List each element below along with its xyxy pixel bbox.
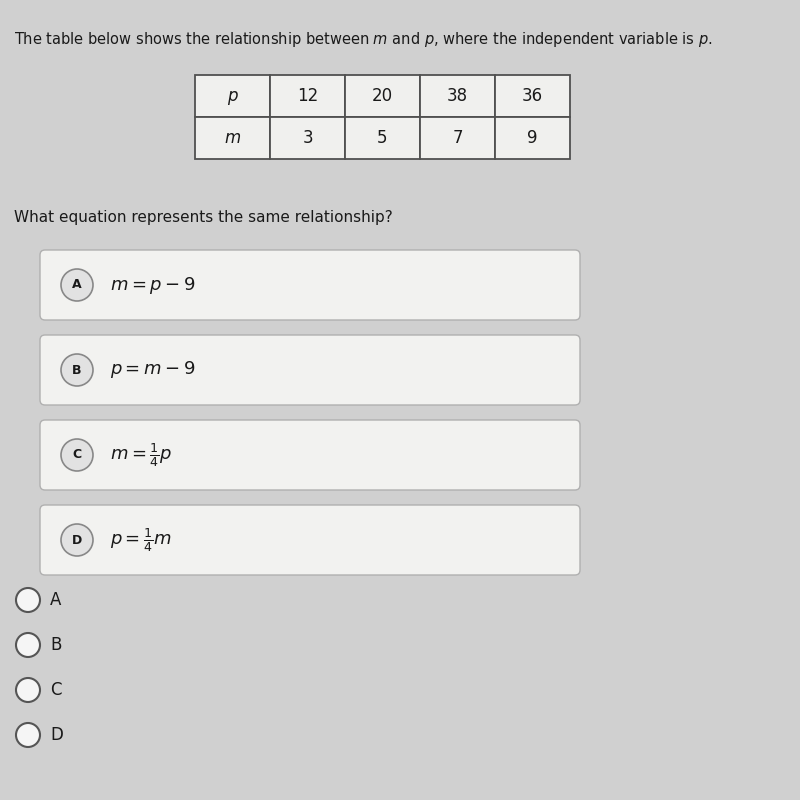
Bar [420, 75, 495, 117]
Text: $m = p - 9$: $m = p - 9$ [110, 274, 195, 295]
FancyBboxPatch shape [40, 335, 580, 405]
Text: A: A [72, 278, 82, 291]
Text: p: p [227, 87, 238, 105]
Text: 38: 38 [447, 87, 468, 105]
Circle shape [61, 269, 93, 301]
Text: 12: 12 [297, 87, 318, 105]
Text: What equation represents the same relationship?: What equation represents the same relati… [14, 210, 393, 225]
Circle shape [16, 588, 40, 612]
Bar [270, 117, 345, 159]
Text: B: B [50, 636, 62, 654]
Text: A: A [50, 591, 62, 609]
Text: 9: 9 [527, 129, 538, 147]
Bar [495, 75, 570, 117]
Text: The table below shows the relationship between $m$ and $p$, where the independen: The table below shows the relationship b… [14, 30, 713, 49]
Bar [420, 117, 495, 159]
Text: m: m [224, 129, 241, 147]
Text: 36: 36 [522, 87, 543, 105]
Text: 20: 20 [372, 87, 393, 105]
Text: C: C [50, 681, 62, 699]
Text: D: D [50, 726, 63, 744]
Text: 3: 3 [302, 129, 313, 147]
Circle shape [16, 633, 40, 657]
Circle shape [61, 524, 93, 556]
Circle shape [61, 439, 93, 471]
FancyBboxPatch shape [40, 505, 580, 575]
Circle shape [16, 678, 40, 702]
Text: D: D [72, 534, 82, 546]
Bar [195, 117, 270, 159]
Text: $m = \frac{1}{4}p$: $m = \frac{1}{4}p$ [110, 441, 173, 469]
Text: $p = m - 9$: $p = m - 9$ [110, 359, 195, 381]
Bar [195, 75, 270, 117]
FancyBboxPatch shape [40, 420, 580, 490]
Text: 7: 7 [452, 129, 462, 147]
Bar [345, 75, 420, 117]
Text: B: B [72, 363, 82, 377]
Circle shape [16, 723, 40, 747]
Text: $p = \frac{1}{4}m$: $p = \frac{1}{4}m$ [110, 526, 172, 554]
Text: 5: 5 [378, 129, 388, 147]
Circle shape [61, 354, 93, 386]
FancyBboxPatch shape [40, 250, 580, 320]
Bar [345, 117, 420, 159]
Text: C: C [73, 449, 82, 462]
Bar [270, 75, 345, 117]
Bar [495, 117, 570, 159]
